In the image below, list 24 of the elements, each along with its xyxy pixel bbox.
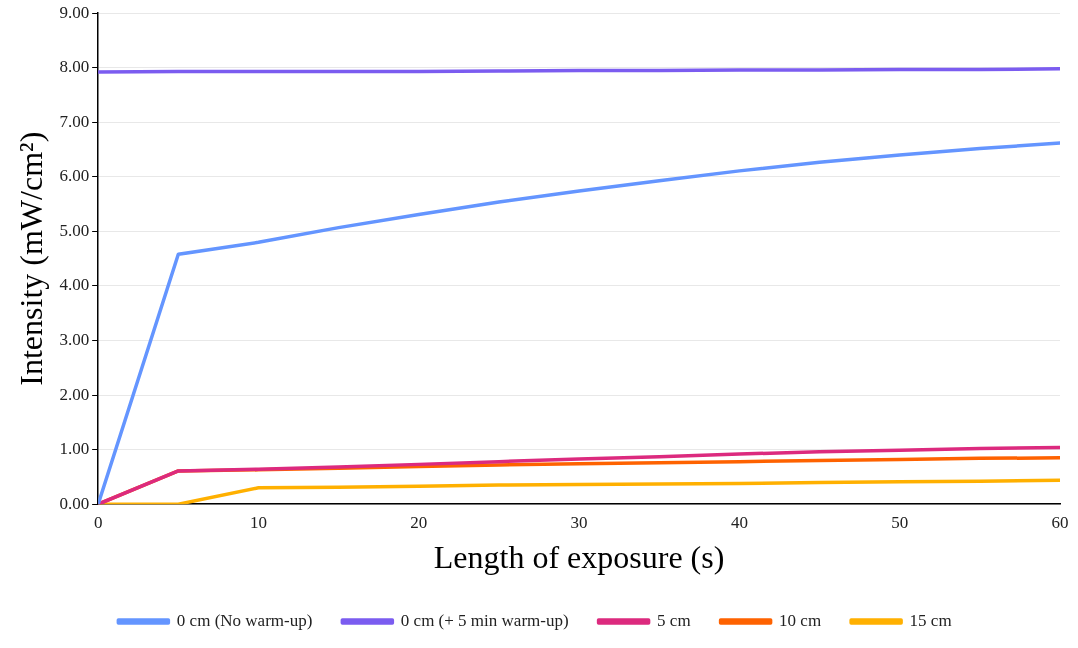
y-tick-label: 9.00 (59, 2, 90, 22)
legend-label: 0 cm (+ 5 min warm-up) (400, 610, 569, 630)
y-tick-label: 0.00 (59, 493, 90, 513)
x-tick-label: 20 (410, 512, 428, 532)
x-tick-label: 60 (1051, 512, 1069, 532)
legend-label: 15 cm (909, 610, 952, 630)
legend-label: 0 cm (No warm-up) (176, 610, 313, 630)
y-axis-title: Intensity (mW/cm²) (12, 131, 49, 386)
x-tick-label: 50 (891, 512, 909, 532)
y-tick-label: 6.00 (59, 166, 90, 186)
x-tick-label: 30 (570, 512, 588, 532)
y-tick-label: 1.00 (59, 439, 90, 459)
x-tick-label: 40 (730, 512, 748, 532)
x-tick-label: 0 (93, 512, 103, 532)
y-tick-label: 7.00 (59, 111, 90, 131)
legend-label: 5 cm (657, 610, 691, 630)
x-axis-title: Length of exposure (s) (433, 539, 725, 576)
legend-label: 10 cm (779, 610, 822, 630)
x-tick-label: 10 (249, 512, 267, 532)
y-tick-label: 5.00 (59, 220, 90, 240)
y-tick-label: 4.00 (59, 275, 90, 295)
y-tick-label: 8.00 (59, 57, 90, 77)
y-tick-label: 3.00 (59, 330, 90, 349)
y-tick-label: 2.00 (59, 384, 90, 404)
